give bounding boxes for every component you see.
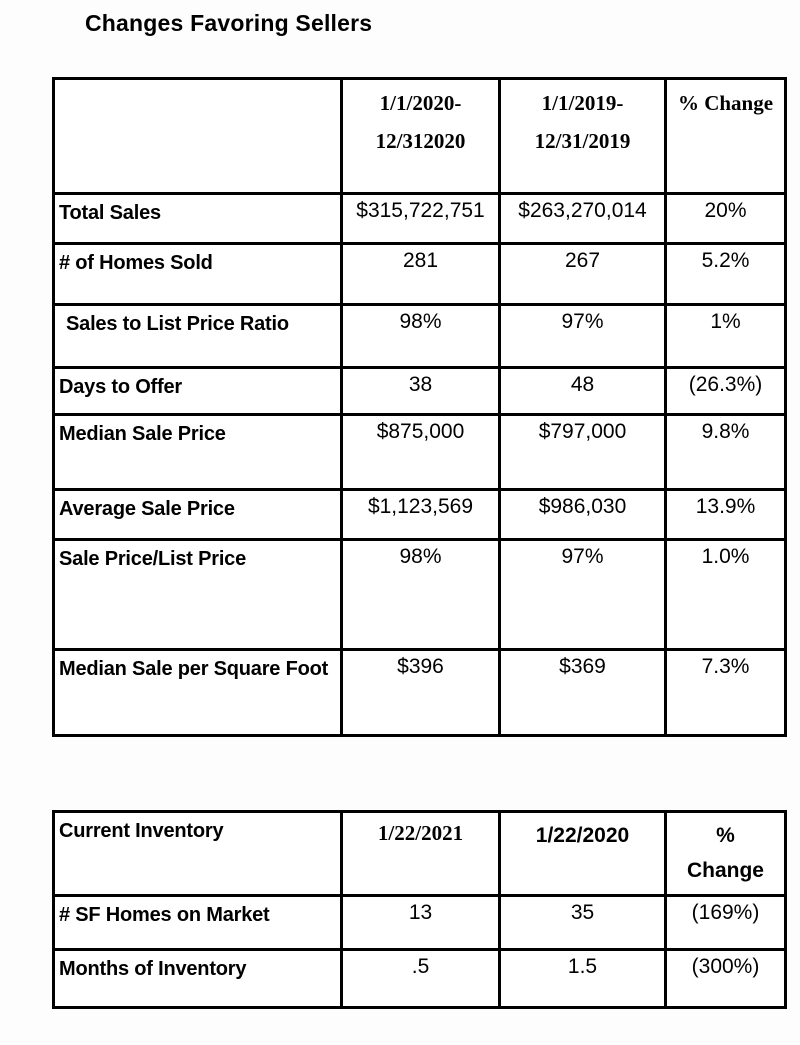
row-label-days-to-offer: Days to Offer	[52, 366, 343, 416]
sales-header-period-2020: 1/1/2020- 12/312020	[340, 77, 501, 195]
value-2019: $263,270,014	[498, 192, 667, 245]
value-2020: $315,722,751	[340, 192, 501, 245]
table-row: Median Sale per Square Foot $396 $369 7.…	[52, 648, 787, 737]
inventory-header-pct-change: % Change	[664, 810, 787, 897]
inventory-header-date-2020: 1/22/2020	[498, 810, 667, 897]
document-page: { "title": "Changes Favoring Sellers", "…	[0, 10, 800, 1045]
sales-header-row: 1/1/2020- 12/312020 1/1/2019- 12/31/2019…	[52, 77, 787, 195]
period-2019-line1: 1/1/2019-	[541, 91, 624, 115]
pct-change-line1: %	[716, 824, 735, 847]
value-pct-change: 1%	[664, 303, 787, 369]
sales-header-period-2019: 1/1/2019- 12/31/2019	[498, 77, 667, 195]
row-label-homes-sold: # of Homes Sold	[52, 242, 343, 306]
pct-change-line2: Change	[686, 858, 764, 882]
value-2020: 38	[340, 366, 501, 416]
row-label-months-of-inventory: Months of Inventory	[52, 948, 343, 1009]
value-pct-change: (26.3%)	[664, 366, 787, 416]
value-2021: .5	[340, 948, 501, 1009]
row-label-total-sales: Total Sales	[52, 192, 343, 245]
value-2019: 48	[498, 366, 667, 416]
value-2020: $875,000	[340, 413, 501, 491]
inventory-header-title: Current Inventory	[52, 810, 343, 897]
table-row: Sales to List Price Ratio 98% 97% 1%	[52, 303, 787, 369]
table-row: Total Sales $315,722,751 $263,270,014 20…	[52, 192, 787, 245]
value-2020: 35	[498, 894, 667, 951]
row-label-sale-price-list-price: Sale Price/List Price	[52, 538, 343, 651]
value-2020: 1.5	[498, 948, 667, 1009]
row-label-median-sale-price: Median Sale Price	[52, 413, 343, 491]
value-pct-change: 5.2%	[664, 242, 787, 306]
value-pct-change: 13.9%	[664, 488, 787, 541]
page-title: Changes Favoring Sellers	[85, 10, 373, 36]
period-2020-line1: 1/1/2020-	[379, 91, 462, 115]
row-label-sales-to-list: Sales to List Price Ratio	[52, 303, 343, 369]
value-pct-change: 20%	[664, 192, 787, 245]
table-row: Average Sale Price $1,123,569 $986,030 1…	[52, 488, 787, 541]
row-label-sf-homes-on-market: # SF Homes on Market	[52, 894, 343, 951]
value-2020: 98%	[340, 538, 501, 651]
sales-header-pct-change: % Change	[664, 77, 787, 195]
inventory-header-row: Current Inventory 1/22/2021 1/22/2020 % …	[52, 810, 787, 897]
table-row: Months of Inventory .5 1.5 (300%)	[52, 948, 787, 1009]
table-row: Days to Offer 38 48 (26.3%)	[52, 366, 787, 416]
value-2020: 281	[340, 242, 501, 306]
current-inventory-table: Current Inventory 1/22/2021 1/22/2020 % …	[52, 810, 787, 1009]
value-2019: 97%	[498, 538, 667, 651]
period-2019-line2: 12/31/2019	[534, 128, 631, 153]
value-2019: $369	[498, 648, 667, 737]
value-pct-change: (300%)	[664, 948, 787, 1009]
value-2019: 267	[498, 242, 667, 306]
row-label-average-sale-price: Average Sale Price	[52, 488, 343, 541]
row-label-median-sale-per-sqft: Median Sale per Square Foot	[52, 648, 343, 737]
value-2019: $797,000	[498, 413, 667, 491]
sales-header-empty-cell	[52, 77, 343, 195]
value-2020: 98%	[340, 303, 501, 369]
inventory-header-date-2021: 1/22/2021	[340, 810, 501, 897]
value-pct-change: 1.0%	[664, 538, 787, 651]
period-2020-line2: 12/312020	[375, 128, 466, 153]
value-2021: 13	[340, 894, 501, 951]
value-pct-change: 9.8%	[664, 413, 787, 491]
value-pct-change: 7.3%	[664, 648, 787, 737]
value-pct-change: (169%)	[664, 894, 787, 951]
table-row: # SF Homes on Market 13 35 (169%)	[52, 894, 787, 951]
sales-comparison-table: 1/1/2020- 12/312020 1/1/2019- 12/31/2019…	[52, 77, 787, 737]
value-2019: $986,030	[498, 488, 667, 541]
table-row: # of Homes Sold 281 267 5.2%	[52, 242, 787, 306]
value-2020: $1,123,569	[340, 488, 501, 541]
table-row: Sale Price/List Price 98% 97% 1.0%	[52, 538, 787, 651]
value-2020: $396	[340, 648, 501, 737]
table-row: Median Sale Price $875,000 $797,000 9.8%	[52, 413, 787, 491]
value-2019: 97%	[498, 303, 667, 369]
